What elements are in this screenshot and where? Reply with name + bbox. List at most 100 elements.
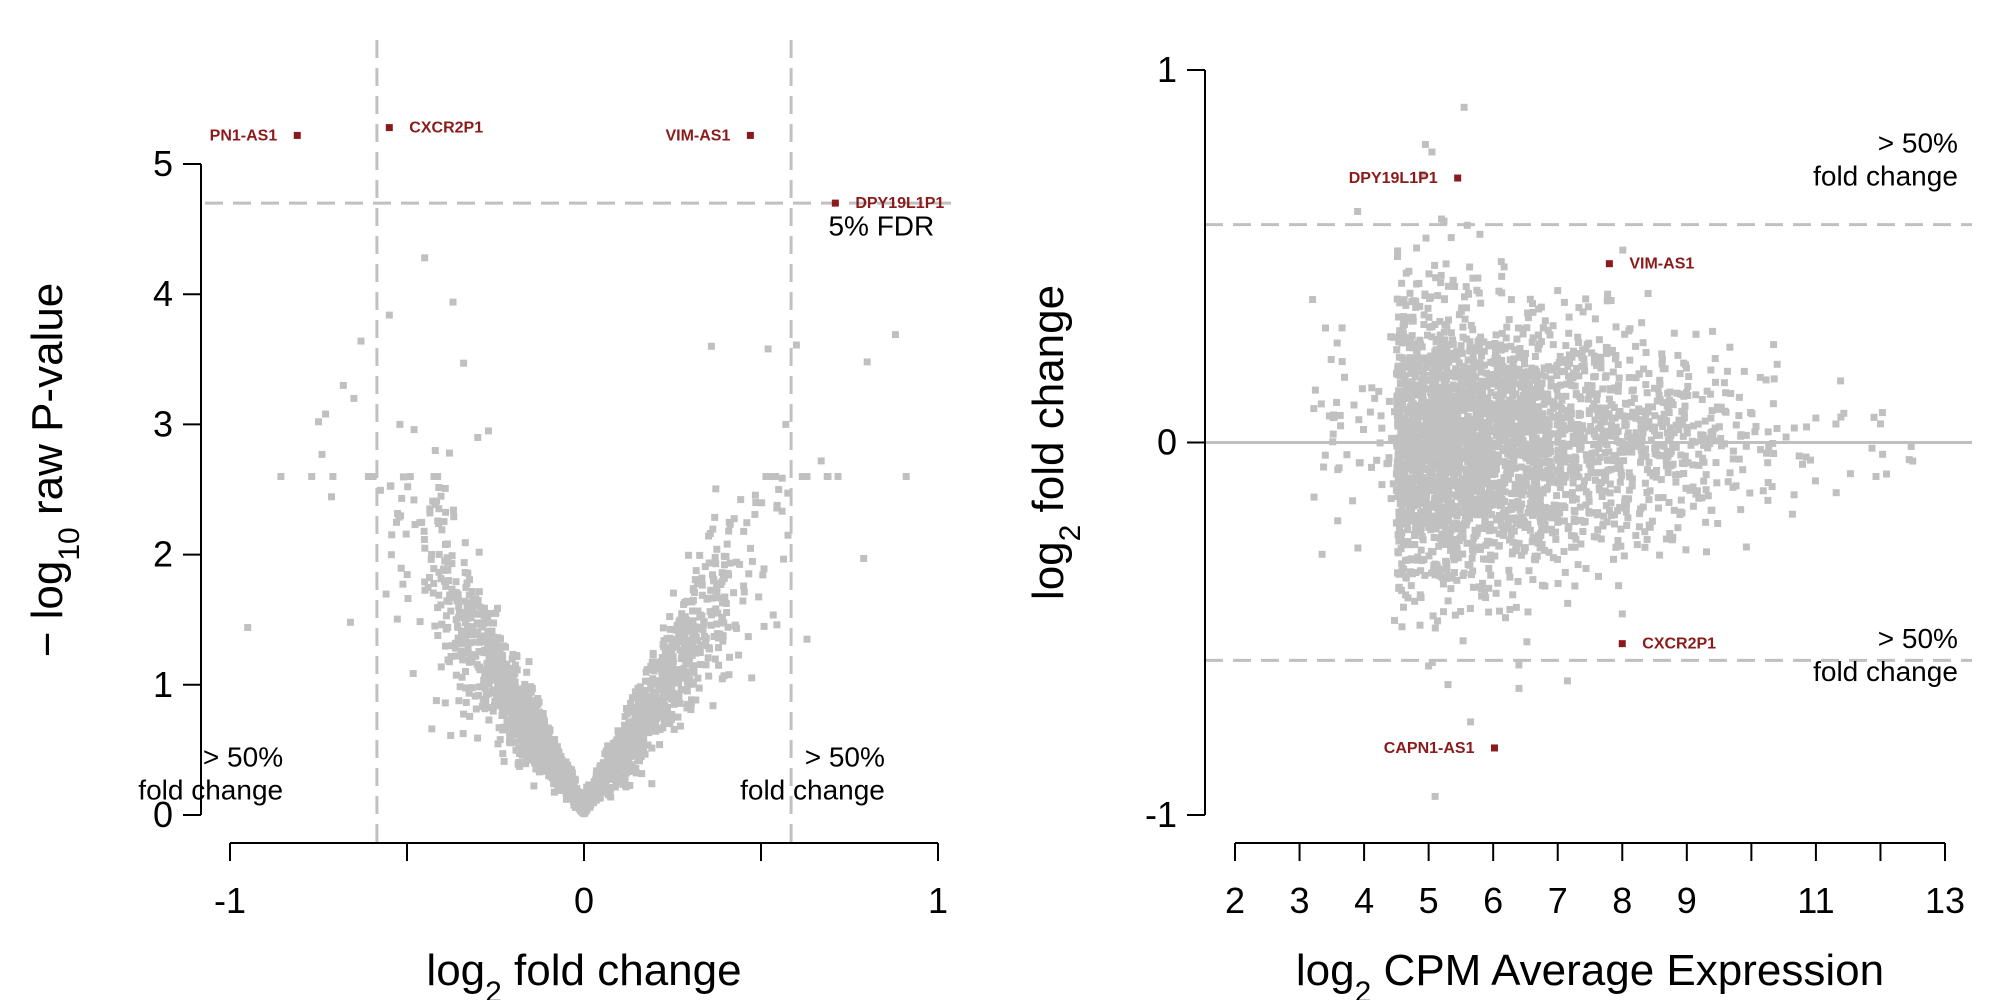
background-point bbox=[536, 728, 544, 736]
background-point bbox=[1494, 579, 1502, 587]
background-point bbox=[1597, 360, 1605, 368]
background-point bbox=[518, 685, 526, 693]
background-point bbox=[1560, 413, 1568, 421]
background-point bbox=[1404, 594, 1412, 602]
background-point bbox=[1628, 413, 1636, 421]
background-point bbox=[782, 420, 790, 428]
background-point bbox=[540, 731, 547, 739]
background-point bbox=[1396, 380, 1404, 387]
background-point bbox=[1770, 450, 1778, 457]
background-point bbox=[1445, 390, 1453, 398]
background-point bbox=[1518, 446, 1526, 453]
background-point bbox=[1625, 486, 1633, 494]
background-point bbox=[1540, 324, 1547, 332]
background-point bbox=[1437, 279, 1445, 287]
x-tick-label: 0 bbox=[574, 880, 594, 921]
background-point bbox=[1448, 349, 1456, 357]
background-point bbox=[1480, 495, 1488, 503]
background-point bbox=[1541, 526, 1549, 534]
background-point bbox=[1411, 461, 1419, 469]
background-point bbox=[641, 687, 649, 694]
background-point bbox=[1677, 496, 1685, 504]
background-point bbox=[460, 609, 468, 617]
gene-label: VIM-AS1 bbox=[665, 127, 730, 144]
background-point bbox=[762, 473, 770, 480]
background-point bbox=[491, 698, 499, 705]
background-point bbox=[1607, 297, 1615, 304]
background-point bbox=[1395, 338, 1403, 346]
background-point bbox=[350, 394, 358, 402]
background-point bbox=[1421, 571, 1429, 579]
background-point bbox=[666, 720, 674, 728]
background-point bbox=[1485, 399, 1493, 407]
background-point bbox=[431, 622, 439, 630]
background-point bbox=[483, 670, 491, 678]
background-point bbox=[1472, 532, 1480, 540]
background-point bbox=[466, 712, 474, 720]
background-point bbox=[1576, 393, 1584, 401]
background-point bbox=[406, 473, 414, 480]
background-point bbox=[1463, 517, 1471, 525]
background-point bbox=[1454, 478, 1462, 486]
background-point bbox=[1497, 522, 1505, 530]
background-point bbox=[1488, 371, 1495, 379]
background-point bbox=[1467, 388, 1475, 395]
background-point bbox=[494, 658, 501, 666]
background-point bbox=[462, 636, 470, 644]
background-point bbox=[1630, 394, 1638, 402]
background-point bbox=[1475, 505, 1483, 513]
background-point bbox=[1541, 372, 1549, 380]
background-point bbox=[1569, 432, 1577, 440]
background-point bbox=[1588, 456, 1596, 464]
background-point bbox=[1625, 374, 1633, 381]
background-point bbox=[1622, 508, 1630, 516]
background-point bbox=[1632, 409, 1640, 417]
background-point bbox=[448, 585, 456, 593]
background-point bbox=[1623, 400, 1630, 408]
background-point bbox=[1577, 540, 1585, 548]
background-point bbox=[1429, 612, 1437, 620]
background-point bbox=[1740, 367, 1748, 375]
background-point bbox=[509, 676, 517, 683]
background-point bbox=[434, 473, 442, 480]
background-point bbox=[1417, 567, 1425, 575]
background-point bbox=[1812, 414, 1820, 422]
background-point bbox=[1503, 467, 1511, 475]
background-point bbox=[667, 716, 675, 723]
background-point bbox=[1528, 405, 1536, 413]
background-point bbox=[1474, 274, 1482, 282]
background-point bbox=[596, 781, 604, 788]
background-point bbox=[462, 619, 469, 627]
background-point bbox=[426, 509, 434, 517]
background-point bbox=[1604, 290, 1612, 298]
background-point bbox=[1478, 592, 1486, 600]
background-point bbox=[817, 457, 825, 465]
background-point bbox=[688, 667, 696, 675]
background-point bbox=[759, 571, 767, 579]
background-point bbox=[1609, 368, 1617, 376]
background-point bbox=[470, 638, 478, 646]
background-point bbox=[484, 627, 492, 635]
background-point bbox=[1485, 564, 1493, 572]
background-point bbox=[685, 623, 693, 631]
background-point bbox=[445, 577, 452, 585]
background-point bbox=[1641, 543, 1649, 551]
background-point bbox=[1662, 418, 1670, 426]
background-point bbox=[562, 758, 570, 766]
background-point bbox=[745, 570, 753, 578]
background-point bbox=[599, 766, 607, 774]
background-point bbox=[1554, 555, 1561, 563]
background-point bbox=[614, 738, 622, 745]
background-point bbox=[395, 513, 403, 521]
background-point bbox=[658, 654, 666, 661]
background-point bbox=[1528, 446, 1536, 454]
background-point bbox=[1519, 330, 1527, 338]
background-point bbox=[1724, 367, 1731, 375]
background-point bbox=[1411, 526, 1419, 534]
background-point bbox=[1467, 396, 1475, 404]
background-point bbox=[1692, 391, 1700, 399]
background-point bbox=[1770, 341, 1778, 349]
background-point bbox=[1494, 375, 1502, 383]
background-point bbox=[752, 499, 760, 507]
background-point bbox=[659, 641, 667, 648]
